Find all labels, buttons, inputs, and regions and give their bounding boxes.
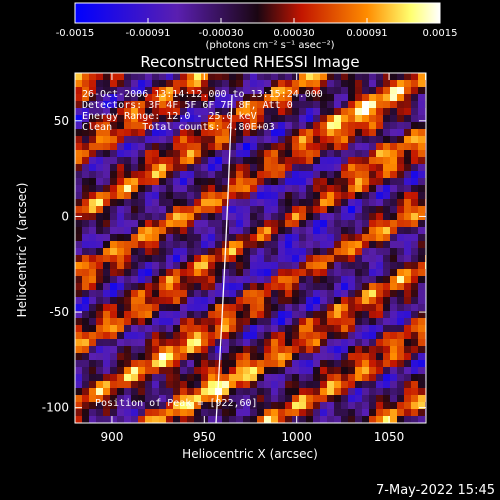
x-tick-label: 1000 [281, 430, 312, 444]
colorbar-tick-label: -0.00091 [126, 28, 171, 39]
y-axis-ticks: -100 -50 0 50 [42, 114, 426, 415]
x-axis-label: Heliocentric X (arcsec) [182, 447, 318, 461]
colorbar [74, 2, 441, 24]
colorbar-ticks: -0.0015 -0.00091 -0.00030 0.00030 0.00091 0.0… [56, 18, 458, 39]
peak-position-label: Position of Peak = [922,60] [95, 398, 258, 409]
y-tick-label: 50 [54, 114, 69, 128]
colorbar-tick-label: 0.00030 [273, 28, 314, 39]
annotation-time-range: 26-Oct-2006 13:14:12.000 to 13:15:24.000 [82, 89, 323, 100]
solar-limb-line [215, 94, 233, 423]
timestamp: 7-May-2022 15:45 [376, 483, 495, 498]
colorbar-tick-label: 0.00091 [346, 28, 387, 39]
annotation-detectors: Detectors: 3F 4F 5F 6F 7F 8F, Att 0 [82, 100, 293, 111]
colorbar-tick-label: -0.0015 [56, 28, 95, 39]
annotation-clean-counts: Clean Total counts: 4.80E+03 [82, 122, 275, 133]
y-axis-label: Heliocentric Y (arcsec) [15, 183, 29, 318]
plot-frame [74, 72, 427, 424]
x-tick-label: 900 [100, 430, 123, 444]
colorbar-units: (photons cm⁻² s⁻¹ asec⁻²) [205, 40, 334, 51]
colorbar-tick-label: -0.00030 [199, 28, 244, 39]
y-tick-label: -100 [42, 401, 69, 415]
x-axis-ticks: 900 950 1000 1050 [100, 73, 404, 444]
x-tick-label: 1050 [374, 430, 405, 444]
annotation-energy-range: Energy Range: 12.0 - 25.0 keV [82, 111, 257, 122]
heatmap-image [75, 73, 426, 423]
y-tick-label: 0 [61, 209, 69, 223]
chart-title: Reconstructed RHESSI Image [140, 53, 359, 71]
colorbar-tick-label: 0.0015 [423, 28, 458, 39]
y-tick-label: -50 [49, 305, 69, 319]
x-tick-label: 950 [193, 430, 216, 444]
